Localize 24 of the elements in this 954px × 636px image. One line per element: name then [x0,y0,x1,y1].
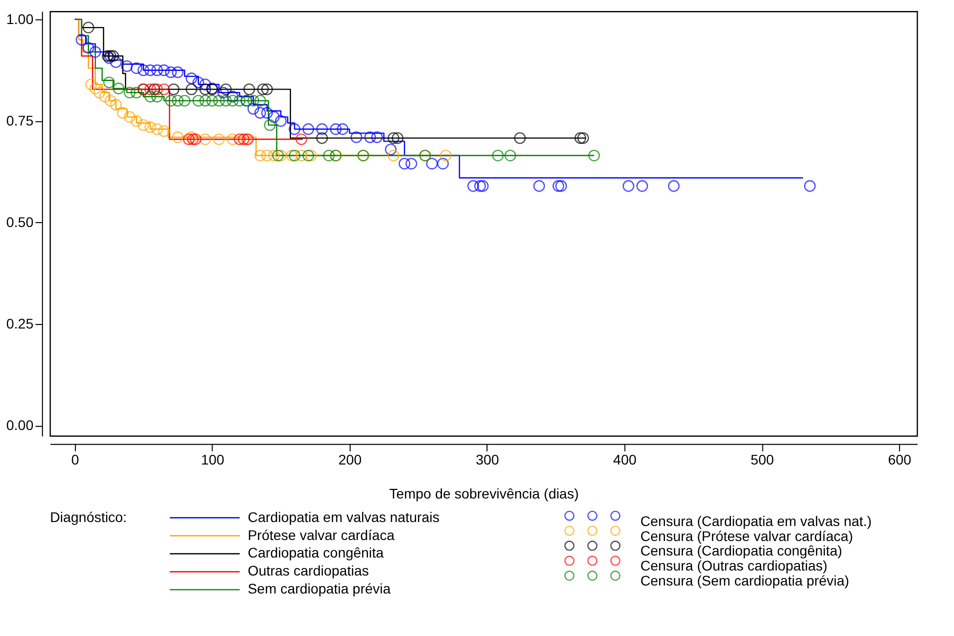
x-tick-label: 0 [71,451,80,468]
legend-label: Censura (Prótese valvar cardíaca) [640,528,854,544]
y-tick-label: 0.00 [6,417,34,434]
legend-label: Prótese valvar cardíaca [248,526,395,543]
legend-label: Censura (Cardiopatia congênita) [640,542,842,559]
legend-label: Censura (Sem cardiopatia prévia) [640,572,850,589]
x-tick-label: 200 [338,451,362,468]
legend-label: Outras cardiopatias [248,562,369,579]
legend-label: Sem cardiopatia prévia [248,580,391,597]
x-tick-label: 400 [613,451,637,468]
y-tick-label: 0.75 [6,112,34,128]
x-tick-label: 300 [476,451,500,468]
legend-label: Cardiopatia em valvas naturais [248,508,440,525]
x-tick-label: 500 [750,451,774,468]
x-tick-label: 100 [200,451,224,468]
y-tick-label: 1.00 [6,10,34,27]
legend-label: Censura (Cardiopatia em valvas nat.) [640,512,872,529]
legend-label: Cardiopatia congênita [248,544,384,561]
x-tick-label: 600 [888,451,912,468]
y-tick-label: 0.25 [6,316,34,332]
legend-label: Censura (Outras cardiopatias) [640,558,828,574]
x-axis-title: Tempo de sobrevivência (dias) [389,485,579,502]
y-tick-label: 0.50 [6,214,34,230]
legend-title: Diagnóstico: [50,508,127,525]
